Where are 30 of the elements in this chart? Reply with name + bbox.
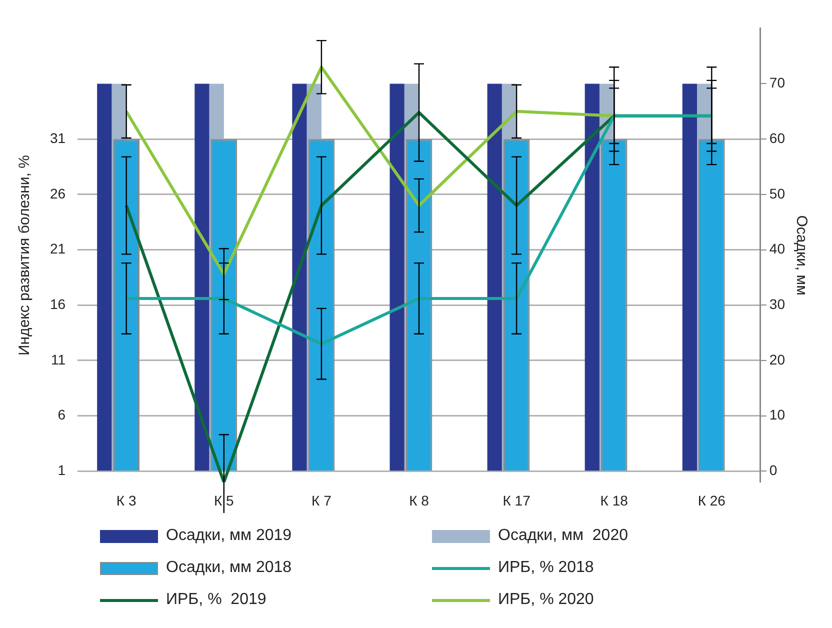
y2-tick-label: 60 xyxy=(769,130,786,146)
x-tick-label: К 26 xyxy=(698,492,726,508)
y2-tick-label: 40 xyxy=(769,240,786,257)
x-tick-label: К 5 xyxy=(214,492,234,508)
legend-label: Осадки, мм 2018 xyxy=(166,559,292,577)
y2-tick-label: 20 xyxy=(769,351,786,368)
x-tick-label: К 8 xyxy=(409,492,430,508)
y-tick-label: 31 xyxy=(50,130,66,146)
y2-tick-label: 10 xyxy=(769,406,786,423)
y2-tick-label: 0 xyxy=(769,462,778,478)
legend-label: ИРБ, % 2019 xyxy=(166,591,266,609)
x-tick-label: К 17 xyxy=(502,492,531,508)
legend-label: ИРБ, % 2020 xyxy=(498,591,594,609)
x-tick-label: К 18 xyxy=(600,492,628,508)
y-tick-label: 16 xyxy=(50,296,66,312)
legend-label: Осадки, мм 2019 xyxy=(166,527,292,545)
y-tick-label: 11 xyxy=(51,351,66,368)
y-tick-label: 26 xyxy=(50,185,66,202)
legend-label: Осадки, мм 2020 xyxy=(498,527,628,545)
y2-axis-title: Осадки, мм xyxy=(792,215,810,296)
y-axis-title: Индекс развития болезни, % xyxy=(16,155,34,356)
y2-tick-label: 70 xyxy=(769,74,786,91)
x-tick-label: К 7 xyxy=(312,492,332,508)
y-tick-label: 1 xyxy=(58,462,66,478)
x-tick-label: К 3 xyxy=(116,492,136,508)
y2-tick-label: 30 xyxy=(769,296,786,312)
y2-tick-label: 50 xyxy=(769,185,786,202)
y-tick-label: 21 xyxy=(50,240,66,257)
legend-label: ИРБ, % 2018 xyxy=(498,559,594,577)
y-tick-label: 6 xyxy=(58,406,66,423)
